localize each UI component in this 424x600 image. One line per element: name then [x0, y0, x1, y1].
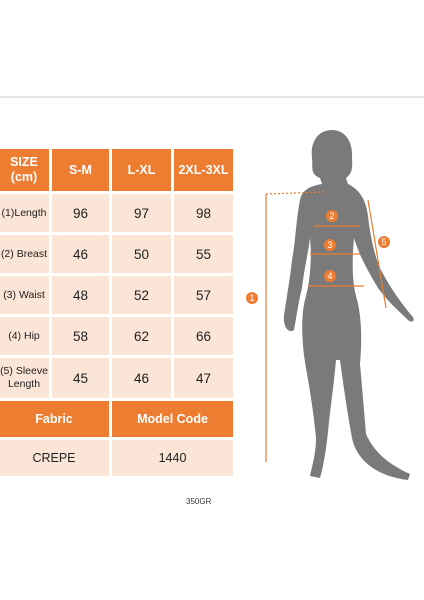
marker-2-icon — [326, 210, 338, 222]
row-label: (5) Sleeve Length — [0, 358, 49, 398]
row-label: (2) Breast — [0, 235, 49, 273]
footer-header-row: Fabric Model Code — [0, 401, 233, 437]
table-cell: 57 — [174, 276, 233, 314]
marker-3-label: 3 — [327, 240, 332, 250]
table-row: (2) Breast 46 50 55 — [0, 235, 233, 273]
table-cell: 55 — [174, 235, 233, 273]
table-cell: 62 — [112, 317, 171, 355]
sleeve-line — [367, 199, 387, 309]
table-cell: 66 — [174, 317, 233, 355]
table-row: (3) Waist 48 52 57 — [0, 276, 233, 314]
body-measurement-figure: 1 2 3 4 5 — [246, 130, 414, 480]
size-l-xl-header: L-XL — [112, 149, 171, 191]
marker-4-label: 4 — [327, 271, 332, 281]
woman-silhouette — [283, 130, 414, 480]
model-code-header: Model Code — [112, 401, 233, 437]
size-header: SIZE (cm) — [0, 149, 49, 191]
size-chart-table: SIZE (cm) S-M L-XL 2XL-3XL (1)Length 96 … — [0, 146, 236, 479]
measurement-markers: 1 2 3 4 5 — [246, 210, 390, 304]
table-row: (5) Sleeve Length 45 46 47 — [0, 358, 233, 398]
footer-value-row: CREPE 1440 — [0, 440, 233, 476]
table-cell: 47 — [174, 358, 233, 398]
fabric-value: CREPE — [0, 440, 109, 476]
table-header-row: SIZE (cm) S-M L-XL 2XL-3XL — [0, 149, 233, 191]
table-cell: 45 — [52, 358, 109, 398]
table-cell: 97 — [112, 194, 171, 232]
marker-2-label: 2 — [329, 211, 334, 221]
marker-5-label: 5 — [381, 237, 386, 247]
row-label: (3) Waist — [0, 276, 49, 314]
table-cell: 58 — [52, 317, 109, 355]
row-label: (4) Hip — [0, 317, 49, 355]
model-code-value: 1440 — [112, 440, 233, 476]
marker-5-icon — [378, 236, 390, 248]
table-cell: 52 — [112, 276, 171, 314]
weight-label: 350GR — [186, 497, 212, 506]
marker-1-icon — [246, 292, 258, 304]
length-top-guide — [265, 191, 325, 195]
marker-4-icon — [324, 270, 336, 282]
table-cell: 50 — [112, 235, 171, 273]
size-s-m-header: S-M — [52, 149, 109, 191]
table-row: (4) Hip 58 62 66 — [0, 317, 233, 355]
table-cell: 96 — [52, 194, 109, 232]
measurement-lines — [265, 191, 387, 462]
row-label: (1)Length — [0, 194, 49, 232]
marker-1-label: 1 — [249, 293, 254, 303]
table-row: (1)Length 96 97 98 — [0, 194, 233, 232]
table-cell: 46 — [52, 235, 109, 273]
table-cell: 46 — [112, 358, 171, 398]
marker-3-icon — [324, 239, 336, 251]
fabric-header: Fabric — [0, 401, 109, 437]
table-cell: 48 — [52, 276, 109, 314]
size-2xl-3xl-header: 2XL-3XL — [174, 149, 233, 191]
top-divider — [0, 96, 424, 98]
table-cell: 98 — [174, 194, 233, 232]
